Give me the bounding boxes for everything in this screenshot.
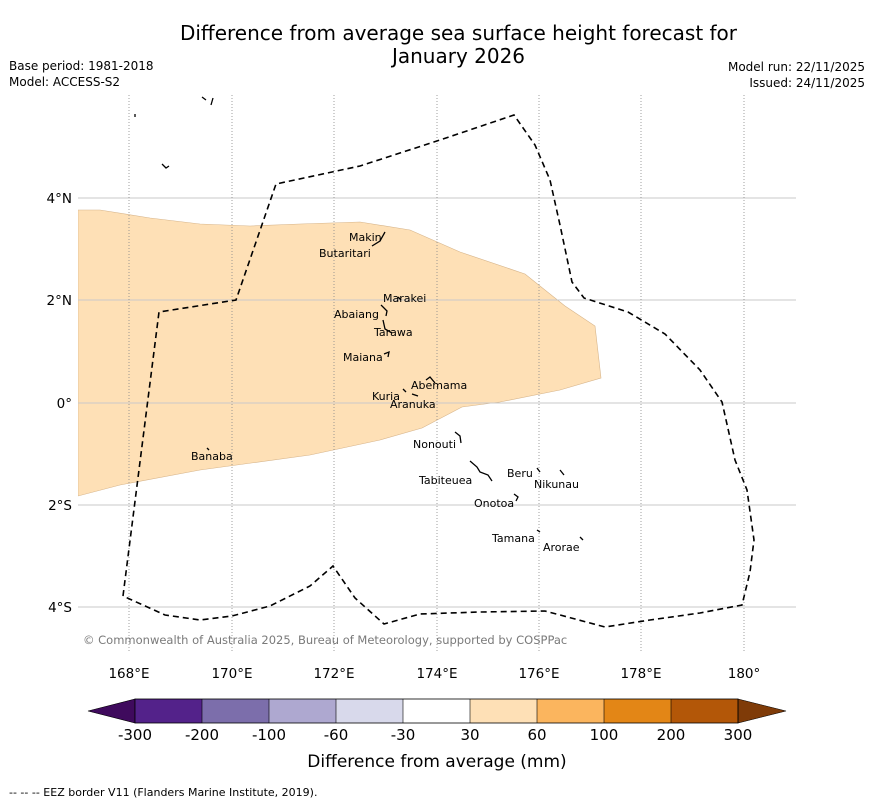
coastline-onotoa <box>513 493 519 502</box>
island-label-kuria: Kuria <box>372 390 400 403</box>
colorbar-segment-1 <box>135 699 202 723</box>
island-label-aranuka: Aranuka <box>390 398 436 411</box>
model-name: Model: ACCESS-S2 <box>9 75 121 89</box>
coastline-arorae <box>579 536 584 541</box>
colorbar-tick-200: 200 <box>657 726 686 744</box>
colorbar-tick-n60: -60 <box>324 726 349 744</box>
model-run: Model run: 22/11/2025 <box>727 60 865 74</box>
coastline-nikunau <box>559 469 565 476</box>
lon-label-172e: 172°E <box>313 666 354 682</box>
island-label-nikunau: Nikunau <box>534 478 579 491</box>
colorbar-tick-n200: -200 <box>185 726 219 744</box>
run-info: Model run: 22/11/2025 Issued: 24/11/2025 <box>728 59 865 91</box>
lon-label-180: 180° <box>728 666 761 682</box>
coastline-north-1 <box>201 96 214 106</box>
island-label-arorae: Arorae <box>543 541 580 554</box>
island-label-tarawa: Tarawa <box>373 326 413 339</box>
eez-border <box>122 114 755 628</box>
colorbar-tick-60: 60 <box>527 726 546 744</box>
anomaly-region-30-60 <box>78 209 602 497</box>
lat-label-4n: 4°N <box>47 191 72 207</box>
coastline-north-3 <box>161 163 170 169</box>
island-label-maiana: Maiana <box>343 351 383 364</box>
colorbar-segment-7 <box>537 699 604 723</box>
coastline-kuria <box>402 388 407 393</box>
eez-footnote: -- -- -- EEZ border V11 (Flanders Marine… <box>9 786 318 799</box>
island-label-marakei: Marakei <box>383 292 426 305</box>
map-title: Difference from average sea surface heig… <box>0 22 873 68</box>
coastline-tamana <box>536 529 541 533</box>
lon-label-170e: 170°E <box>211 666 252 682</box>
lon-label-168e: 168°E <box>108 666 149 682</box>
lon-label-176e: 176°E <box>518 666 559 682</box>
colorbar-label: Difference from average (mm) <box>307 752 566 772</box>
island-label-banaba: Banaba <box>191 450 233 463</box>
colorbar-segment-6 <box>470 699 537 723</box>
coastline-butaritari <box>371 231 386 247</box>
lat-label-2s: 2°S <box>48 498 72 514</box>
colorbar-tick-100: 100 <box>590 726 619 744</box>
colorbar-segment-9 <box>671 699 738 723</box>
colorbar-segment-8 <box>604 699 671 723</box>
coastline-tabiteuea <box>469 460 493 482</box>
island-label-onotoa: Onotoa <box>474 497 514 510</box>
colorbar-outline <box>134 698 739 724</box>
lat-label-4s: 4°S <box>48 600 72 616</box>
island-label-nonouti: Nonouti <box>413 438 456 451</box>
coastline-marakei <box>397 296 402 301</box>
coastlines <box>134 96 584 541</box>
island-label-makin: Makin <box>349 231 382 244</box>
lon-label-174e: 174°E <box>416 666 457 682</box>
lon-label-178e: 178°E <box>620 666 661 682</box>
lat-label-2n: 2°N <box>47 293 72 309</box>
island-label-abaiang: Abaiang <box>334 308 379 321</box>
copyright-notice: © Commonwealth of Australia 2025, Bureau… <box>83 633 567 647</box>
colorbar-tick-n100: -100 <box>252 726 286 744</box>
model-info: Base period: 1981-2018 Model: ACCESS-S2 <box>9 58 154 90</box>
gridlines <box>78 95 796 653</box>
base-period: Base period: 1981-2018 <box>9 59 154 73</box>
colorbar-segment-2 <box>202 699 269 723</box>
coastline-aranuka <box>411 393 419 397</box>
island-label-tabiteuea: Tabiteuea <box>418 474 472 487</box>
colorbar-segment-3 <box>269 699 336 723</box>
colorbar-tick-n30: -30 <box>391 726 416 744</box>
coastline-tarawa <box>382 319 393 334</box>
coastline-maiana <box>383 350 390 358</box>
colorbar <box>87 698 787 724</box>
coastline-beru <box>536 467 541 473</box>
colorbar-extend-low <box>87 698 136 724</box>
title-line-2: January 2026 <box>391 44 526 68</box>
colorbar-segment-4 <box>336 699 403 723</box>
issued-date: Issued: 24/11/2025 <box>749 76 865 90</box>
coastline-abaiang <box>380 304 388 317</box>
colorbar-extend-high <box>737 698 787 724</box>
coastline-abemama <box>425 376 436 384</box>
coastline-nonouti <box>454 431 462 444</box>
island-label-butaritari: Butaritari <box>319 247 371 260</box>
colorbar-tick-n300: -300 <box>118 726 152 744</box>
colorbar-tick-30: 30 <box>460 726 479 744</box>
colorbar-segment-5 <box>403 699 470 723</box>
island-label-abemama: Abemama <box>411 379 467 392</box>
island-label-tamana: Tamana <box>491 532 535 545</box>
title-line-1: Difference from average sea surface heig… <box>179 21 738 45</box>
island-label-beru: Beru <box>507 467 533 480</box>
lat-label-0: 0° <box>57 396 72 412</box>
colorbar-tick-300: 300 <box>724 726 753 744</box>
coastline-banaba <box>206 447 210 451</box>
